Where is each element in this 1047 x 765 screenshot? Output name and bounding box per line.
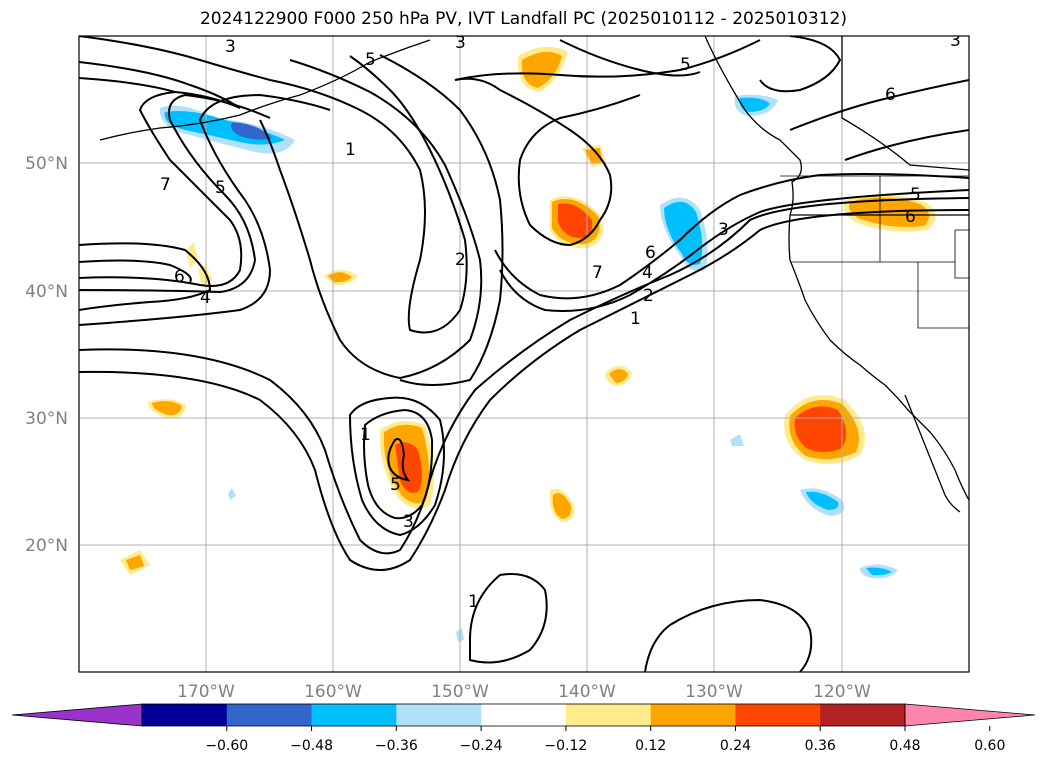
contour-label: 2	[643, 286, 654, 306]
colorbar-tick-label: −0.24	[460, 738, 503, 754]
colorbar-segment	[226, 704, 313, 726]
contour-label: 4	[642, 263, 653, 283]
colorbar-segment	[396, 704, 482, 726]
contour-label: 4	[200, 288, 211, 308]
contour-label: 7	[592, 263, 603, 283]
contour-label: 5	[215, 178, 226, 198]
colorbar-outline	[141, 703, 906, 727]
map-frame	[78, 35, 970, 673]
colorbar-tick-label: −0.48	[290, 738, 333, 754]
contour-label: 5	[365, 50, 376, 70]
latitude-labels: 50°N 40°N 30°N 20°N	[25, 154, 68, 556]
contour-label: 3	[718, 220, 729, 240]
contour-label: 3	[225, 37, 236, 57]
colorbar-tick-label: 0.12	[635, 738, 666, 754]
colorbar-tick-label: 0.36	[805, 738, 836, 754]
colorbar-segment	[565, 704, 652, 726]
contour-label: 1	[360, 425, 371, 445]
colorbar-tick-label: 0.24	[720, 738, 751, 754]
lat-label: 20°N	[25, 536, 68, 556]
contour-label: 3	[403, 512, 414, 532]
coastlines	[99, 36, 969, 513]
contour-label: 6	[645, 243, 656, 263]
contour-label: 6	[174, 267, 185, 287]
contour-label: 3	[950, 31, 961, 51]
colorbar-segment	[735, 704, 821, 726]
contour-label: 6	[885, 85, 896, 105]
colorbar-extend-min	[11, 703, 143, 727]
contour-label: 1	[468, 592, 479, 612]
contour-label: 1	[630, 309, 641, 329]
colorbar-tick-label: −0.36	[375, 738, 418, 754]
pv-contours	[79, 36, 969, 672]
contour-label: 5	[680, 55, 691, 75]
lon-label: 130°W	[685, 682, 743, 702]
lon-label: 150°W	[431, 682, 489, 702]
lon-label: 120°W	[813, 682, 871, 702]
lon-label: 140°W	[558, 682, 616, 702]
colorbar-tick-label: −0.60	[205, 738, 248, 754]
colorbar-segment	[311, 704, 397, 726]
colorbar-segment	[650, 704, 736, 726]
contour-label: 2	[455, 250, 466, 270]
colorbar-segment	[142, 704, 228, 726]
colorbar-segment	[481, 704, 567, 726]
lon-label: 160°W	[304, 682, 362, 702]
contour-label: 1	[345, 140, 356, 160]
colorbar-tick-label: −0.12	[544, 738, 587, 754]
colorbar-extend-max	[904, 703, 1036, 727]
contour-label: 3	[455, 33, 466, 53]
pv-contour-labels: 3 3 3 5 6 7 5 1 2 6 4 7 6 4 2 1 3 5 6 5 …	[160, 31, 961, 612]
colorbar-tick-label: 0.60	[974, 738, 1005, 754]
longitude-labels: 170°W 160°W 150°W 140°W 130°W 120°W	[177, 682, 871, 702]
lat-label: 50°N	[25, 154, 68, 174]
colorbar-tick-label: 0.48	[889, 738, 920, 754]
colorbar-segment	[820, 704, 906, 726]
contour-label: 5	[390, 475, 401, 495]
contour-label: 7	[160, 175, 171, 195]
contour-label: 5	[910, 185, 921, 205]
contour-label: 6	[905, 207, 916, 227]
map-title: 2024122900 F000 250 hPa PV, IVT Landfall…	[199, 9, 847, 29]
colorbar: −0.60 −0.48 −0.36 −0.24 −0.12 0.12 0.24 0.36 0.4…	[11, 703, 1036, 754]
lat-label: 40°N	[25, 282, 68, 302]
lon-label: 170°W	[177, 682, 235, 702]
lat-label: 30°N	[25, 409, 68, 429]
